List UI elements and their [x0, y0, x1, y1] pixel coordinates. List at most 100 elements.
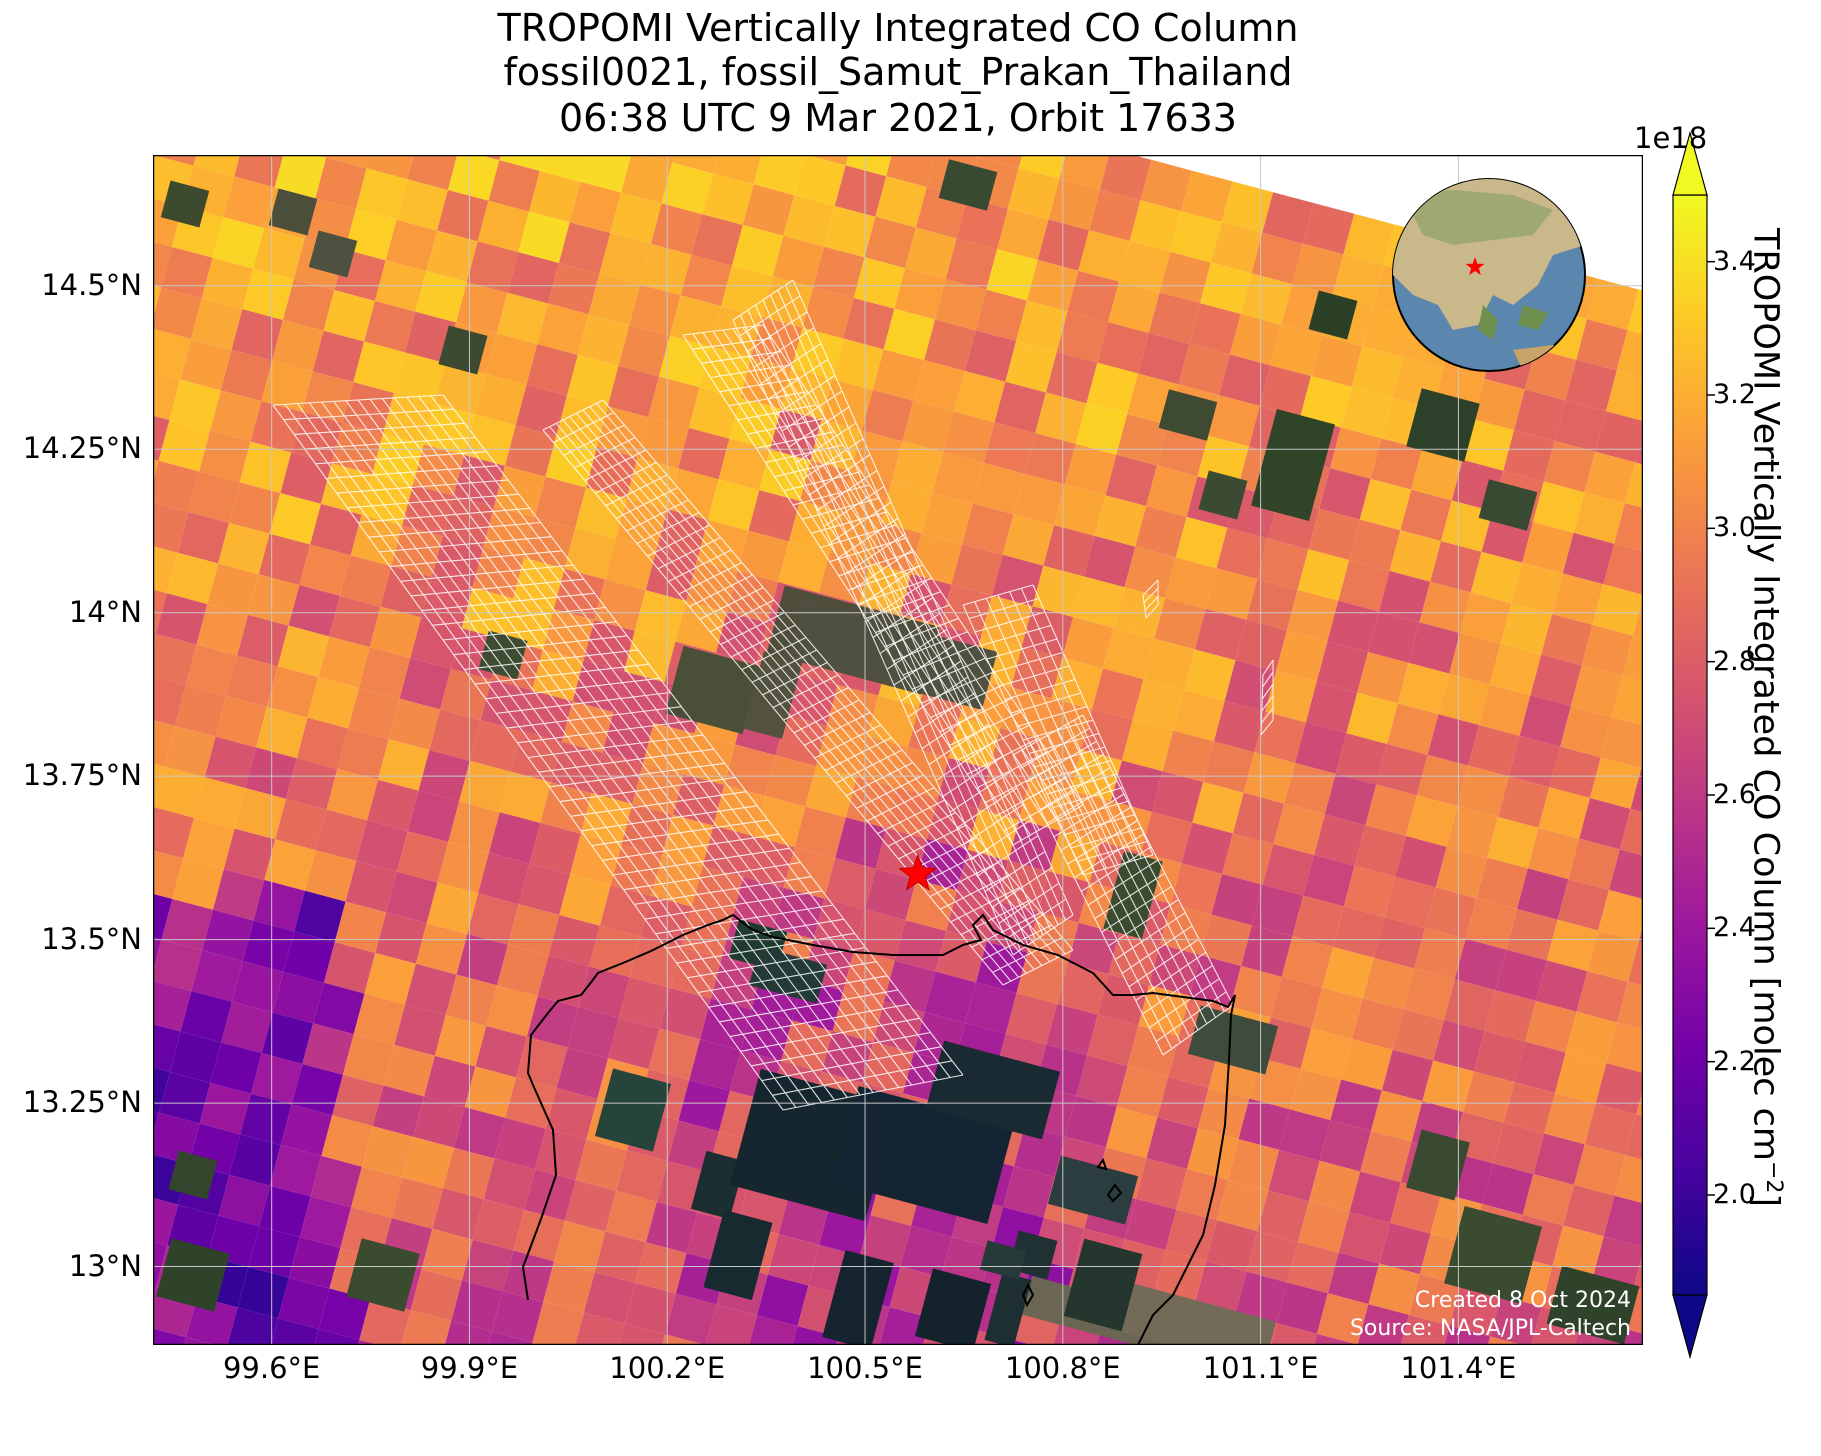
co-pixel: [1124, 546, 1176, 599]
co-pixel: [1007, 168, 1060, 220]
co-pixel: [700, 998, 752, 1051]
co-pixel: [337, 728, 389, 780]
co-pixel: [1397, 662, 1450, 715]
co-pixel: [1009, 1339, 1033, 1345]
colorbar-extend-max: [1672, 130, 1708, 196]
co-pixel: [672, 155, 718, 174]
co-pixel: [634, 590, 687, 642]
co-pixel: [174, 685, 227, 737]
co-pixel: [864, 216, 916, 269]
co-pixel: [618, 325, 670, 377]
co-pixel: [729, 398, 781, 450]
co-pixel: [1360, 1130, 1412, 1183]
co-pixel: [355, 168, 408, 220]
co-pixel: [813, 898, 865, 950]
co-pixel: [1498, 776, 1550, 828]
co-pixel: [1473, 1030, 1526, 1083]
co-pixel: [1470, 551, 1523, 604]
satellite-imagery-patch: [1047, 1155, 1139, 1225]
co-pixel: [543, 1261, 595, 1313]
co-pixel: [697, 519, 749, 572]
co-pixel: [1086, 1014, 1139, 1067]
latitude-tick-label: 13.75°N: [22, 758, 142, 793]
co-pixel: [1330, 1079, 1382, 1131]
co-pixel: [353, 993, 406, 1045]
latitude-tick-label: 14.25°N: [22, 431, 142, 466]
co-pixel: [1276, 1282, 1328, 1334]
co-pixel: [1362, 305, 1414, 358]
co-pixel: [1319, 1120, 1372, 1172]
satellite-imagery-patch: [832, 1085, 1014, 1225]
colorbar-exponent: 1e18: [1634, 121, 1708, 155]
co-pixel: [1595, 1063, 1643, 1115]
co-pixel: [153, 766, 205, 818]
co-pixel: [1544, 1092, 1596, 1145]
co-pixel: [875, 176, 927, 228]
co-pixel: [369, 606, 422, 659]
co-pixel: [1178, 343, 1230, 396]
co-pixel: [1511, 562, 1563, 615]
co-pixel: [537, 955, 590, 1007]
co-pixel: [740, 1009, 793, 1061]
co-pixel: [323, 942, 376, 994]
co-pixel: [559, 874, 611, 926]
co-pixel: [515, 384, 568, 437]
co-pixel: [1246, 579, 1298, 631]
co-pixel: [748, 490, 800, 542]
co-pixel: [1482, 1163, 1534, 1215]
co-pixel: [220, 349, 273, 402]
co-pixel: [1530, 654, 1582, 707]
co-pixel: [1541, 614, 1593, 666]
co-pixel: [1311, 987, 1363, 1039]
co-pixel: [523, 517, 576, 569]
co-pixel: [464, 414, 516, 466]
co-pixel: [540, 782, 592, 834]
footprint-mesh: [542, 399, 1074, 986]
co-pixel: [548, 262, 600, 315]
co-pixel: [607, 365, 660, 418]
co-pixel: [680, 254, 733, 307]
co-pixel: [681, 906, 733, 959]
co-pixel: [1346, 692, 1398, 745]
satellite-imagery-patch: [925, 1040, 1061, 1140]
co-pixel: [678, 1079, 730, 1132]
co-pixel: [972, 462, 1025, 515]
longitude-tick-label: 100.5°E: [807, 1351, 923, 1385]
latitude-tick-label: 13.5°N: [41, 921, 142, 956]
co-pixel: [1270, 324, 1322, 377]
co-pixel: [402, 1136, 454, 1189]
co-pixel: [1089, 189, 1141, 241]
co-pixel: [1205, 568, 1258, 620]
co-pixel: [886, 155, 936, 187]
co-pixel: [1276, 630, 1328, 682]
co-pixel: [1617, 981, 1643, 1030]
co-pixel: [575, 1139, 628, 1191]
co-pixel: [356, 820, 408, 872]
co-pixel: [497, 944, 549, 997]
co-pixel: [1576, 971, 1628, 1023]
co-pixel: [1181, 170, 1233, 222]
co-pixel: [1584, 451, 1636, 504]
co-pixel: [1565, 1011, 1618, 1064]
co-pixel: [1401, 1314, 1450, 1345]
co-pixel: [594, 579, 646, 631]
co-pixel: [448, 801, 500, 853]
co-pixel: [1281, 936, 1334, 988]
co-pixel: [339, 555, 392, 607]
co-pixel: [383, 392, 435, 445]
co-pixel: [1381, 1049, 1434, 1102]
co-pixel: [997, 208, 1049, 260]
co-pixel: [1268, 1149, 1320, 1202]
co-pixel: [1154, 1250, 1207, 1302]
co-pixel: [1116, 414, 1168, 466]
co-pixel: [1554, 1052, 1607, 1104]
co-pixel: [1197, 1087, 1250, 1140]
co-pixel: [832, 338, 884, 390]
colorbar-tick-label: 2.4: [1713, 912, 1756, 944]
satellite-imagery-patch: [1251, 408, 1335, 522]
co-pixel: [1552, 1225, 1604, 1277]
co-pixel: [1341, 1038, 1393, 1091]
co-pixel: [1067, 922, 1120, 975]
co-pixel: [1086, 362, 1138, 415]
co-pixel: [1327, 1252, 1380, 1305]
